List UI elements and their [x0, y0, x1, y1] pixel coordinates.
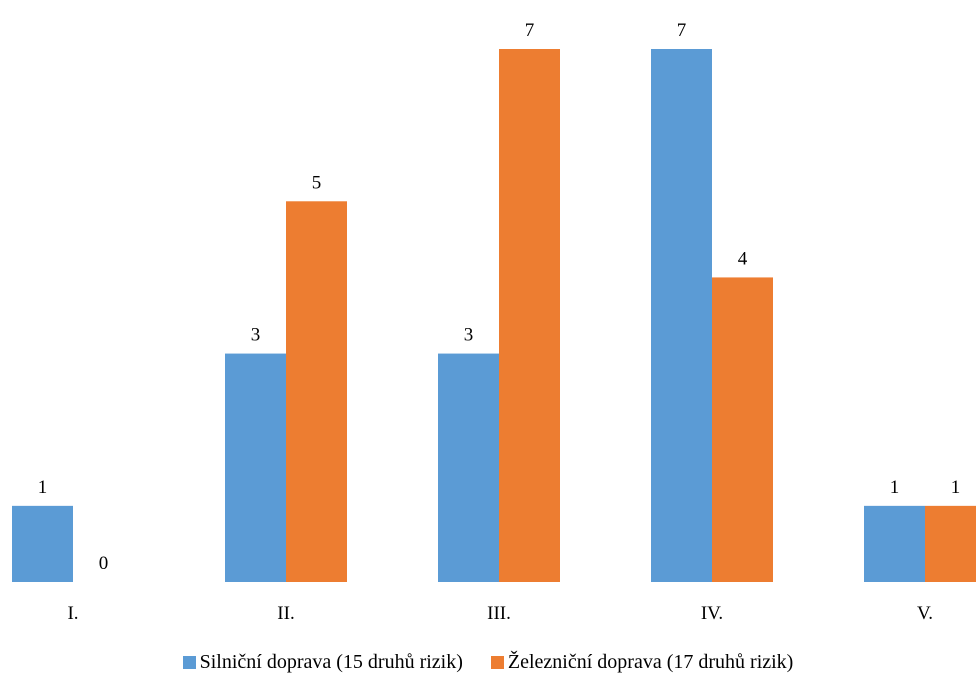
- x-axis-tick-labels: I. II. III. IV. V.: [67, 603, 933, 624]
- data-label-series-2-III: 7: [525, 20, 535, 41]
- data-label-series-1-II: 3: [251, 325, 261, 346]
- data-label-series-1-V: 1: [890, 477, 900, 498]
- legend-label-series-2: Železniční doprava (17 druhů rizik): [507, 650, 794, 673]
- bar-series-2-II: [286, 201, 347, 583]
- bar-chart: 1 0 3 5 3 7 7 4 1 1 I. II. III. IV. V.: [12, 20, 976, 624]
- legend: Silniční doprava (15 druhů rizik) Železn…: [0, 650, 976, 674]
- legend-swatch-series-2: [490, 655, 504, 669]
- data-label-series-1-I: 1: [38, 477, 48, 498]
- data-label-series-2-IV: 4: [738, 248, 748, 269]
- data-labels-layer: 1 0 3 5 3 7 7 4 1 1: [38, 20, 961, 574]
- legend-item-series-1: Silniční doprava (15 druhů rizik): [182, 650, 463, 674]
- data-label-series-2-V: 1: [951, 477, 961, 498]
- bar-series-1-IV: [651, 49, 712, 582]
- legend-swatch-series-1: [182, 655, 196, 669]
- x-tick-label-III: III.: [487, 603, 511, 624]
- x-tick-label-IV: IV.: [701, 603, 723, 624]
- bar-series-2-IV: [712, 277, 773, 582]
- bar-series-1-V: [864, 505, 925, 582]
- x-tick-label-II: II.: [277, 603, 294, 624]
- bar-series-2-V: [925, 505, 976, 582]
- legend-item-series-2: Železniční doprava (17 druhů rizik): [490, 650, 794, 674]
- data-label-series-1-IV: 7: [677, 20, 687, 41]
- data-label-series-2-I: 0: [99, 553, 109, 574]
- data-label-series-2-II: 5: [312, 172, 322, 193]
- bar-series-1-III: [438, 353, 499, 582]
- bars-layer: [12, 49, 976, 583]
- bar-series-2-III: [499, 49, 560, 582]
- legend-label-series-1: Silniční doprava (15 druhů rizik): [199, 650, 463, 673]
- bar-series-1-II: [225, 353, 286, 582]
- data-label-series-1-III: 3: [464, 325, 474, 346]
- x-tick-label-V: V.: [917, 603, 933, 624]
- x-tick-label-I: I.: [67, 603, 78, 624]
- bar-series-1-I: [12, 505, 73, 582]
